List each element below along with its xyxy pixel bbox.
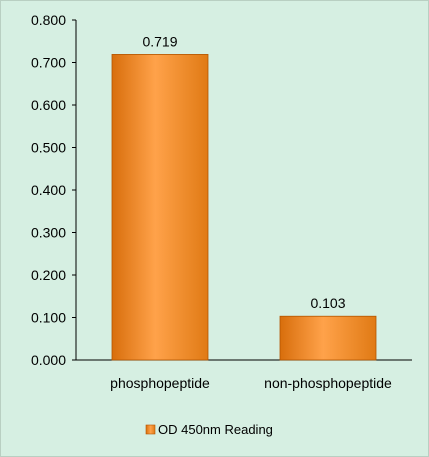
y-tick-label: 0.800 xyxy=(31,12,66,28)
legend-label: OD 450nm Reading xyxy=(158,422,273,437)
y-tick-label: 0.000 xyxy=(31,352,66,368)
data-label: 0.719 xyxy=(142,33,177,49)
bars xyxy=(111,54,377,361)
data-labels: 0.719 0.103 xyxy=(142,33,345,311)
y-tick-label: 0.400 xyxy=(31,182,66,198)
y-tick-label: 0.300 xyxy=(31,225,66,241)
y-tick-label: 0.600 xyxy=(31,97,66,113)
y-tick-label: 0.500 xyxy=(31,140,66,156)
legend-swatch xyxy=(145,424,156,435)
legend: OD 450nm Reading xyxy=(145,422,273,437)
y-tick-label: 0.700 xyxy=(31,55,66,71)
bar-phosphopeptide xyxy=(111,54,209,361)
y-axis-ticks: 0.000 0.100 0.200 0.300 0.400 0.500 0.600 0.700… xyxy=(31,12,76,368)
bar-non-phosphopeptide xyxy=(279,315,377,361)
data-label: 0.103 xyxy=(310,295,345,311)
x-category-label: non-phosphopeptide xyxy=(264,375,392,391)
y-tick-label: 0.100 xyxy=(31,310,66,326)
x-category-label: phosphopeptide xyxy=(110,375,210,391)
y-tick-label: 0.200 xyxy=(31,267,66,283)
category-labels: phosphopeptide non-phosphopeptide xyxy=(110,375,392,391)
